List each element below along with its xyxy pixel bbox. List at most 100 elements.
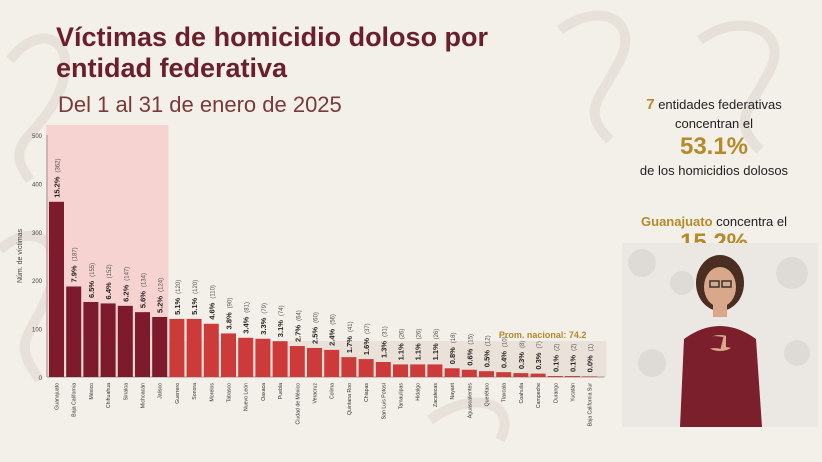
category-label: Hidalgo [416,383,422,401]
pct-label: 0.3% [517,352,526,369]
count-label: (74) [279,305,285,316]
pct-label: 0.8% [448,347,457,364]
y-tick-label: 200 [32,279,43,285]
count-label: (79) [262,303,268,314]
category-label: Michoacán [141,383,147,408]
summary-line1: entidades federativas [658,97,782,112]
data-label: 0.6% (15) [465,334,474,366]
bar [393,364,408,377]
bar [83,301,99,377]
bar [530,373,546,377]
bar [444,368,460,377]
category-label: Tlaxcala [502,383,508,402]
count-label: (2) [572,344,578,351]
gto-state-name: Guanajuato [641,214,713,229]
category-label: Ciudad de México [295,383,301,425]
pct-label: 1.1% [414,343,423,360]
bar [66,286,82,377]
bar [135,312,150,377]
y-tick-label: 100 [32,328,43,334]
bar [289,346,305,377]
data-label: 1.3% (31) [379,326,388,358]
category-label: Aguascalientes [467,383,473,419]
count-label: (124) [159,278,165,292]
count-label: (56) [331,314,337,325]
bar [582,376,598,377]
count-label: (120) [176,280,182,294]
count-label: (152) [107,264,113,278]
category-label: Nayarit [450,382,456,399]
data-label: 4.6% (110) [207,285,216,320]
bar-chart: 0 100 200 300 400 500 Núm. de víctimas 15.2% (… [17,125,607,427]
data-label: 5.6% (134) [139,273,148,308]
data-label: 2.5% (60) [311,312,320,344]
pct-label: 2.4% [328,328,337,345]
y-tick-label: 500 [32,134,43,140]
bar [117,305,133,377]
count-label: (81) [245,302,251,313]
data-label: 7.9% (187) [70,247,79,282]
data-label: 0.0% (1) [586,344,595,372]
count-label: (134) [142,273,148,287]
bar [341,357,357,377]
bar [427,364,443,377]
count-label: (26) [417,329,423,340]
average-label: Prom. nacional: 74.2 [499,330,587,340]
summary-line2: concentran el [674,116,754,131]
bar [547,376,563,377]
pct-label: 0.4% [500,351,509,368]
category-label: Tabasco [227,383,233,402]
count-label: (1) [589,344,595,351]
data-label: 1.7% (41) [345,321,354,353]
count-label: (41) [348,321,354,332]
pct-label: 4.6% [207,302,216,319]
pct-label: 0.3% [534,352,543,369]
bar [410,364,426,377]
category-label: Guanajuato [55,383,61,410]
bar [461,369,477,377]
count-label: (12) [486,335,492,346]
bar [100,303,116,377]
pct-label: 3.1% [276,320,285,337]
count-label: (120) [193,280,199,294]
pct-label: 0.0% [586,355,595,372]
pct-label: 1.6% [362,338,371,355]
category-label: Nuevo León [244,383,250,411]
data-label: 0.8% (18) [448,333,457,365]
data-label: 1.6% (37) [362,323,371,355]
page-title: Víctimas de homicidio doloso por entidad… [56,22,489,83]
pct-label: 1.1% [431,343,440,360]
pct-label: 0.5% [483,350,492,367]
count-label: (37) [365,323,371,334]
data-label: 6.4% (152) [104,264,113,299]
data-label: 5.2% (124) [156,278,165,313]
count-label: (31) [382,326,388,337]
bar [272,341,288,377]
pct-label: 0.1% [551,355,560,372]
data-label: 0.4% (10) [500,336,509,368]
category-label: Baja California [72,383,78,417]
pct-label: 15.2% [53,176,62,198]
pct-label: 2.5% [311,327,320,344]
count-label: (155) [90,263,96,277]
count-label: (10) [503,336,509,347]
category-label: Baja California Sur [588,383,594,427]
pct-label: 0.1% [569,355,578,372]
count-label: (90) [228,298,234,309]
pct-label: 5.6% [139,291,148,308]
category-label: Sinaloa [123,383,129,400]
category-label: México [89,383,95,400]
sign-language-interpreter [622,243,818,427]
data-label: 3.1% (74) [276,305,285,337]
data-label: 6.2% (147) [121,267,130,302]
bar [49,201,64,377]
y-axis-label: Núm. de víctimas [17,228,24,283]
bar [358,359,374,377]
pct-label: 0.6% [465,348,474,365]
data-label: 0.1% (2) [551,344,560,372]
count-label: (15) [468,334,474,345]
summary-line3: de los homicidios dolosos [639,163,789,178]
category-label: Puebla [278,383,284,399]
data-label: 0.3% (8) [517,341,526,369]
pct-label: 6.4% [104,282,113,299]
